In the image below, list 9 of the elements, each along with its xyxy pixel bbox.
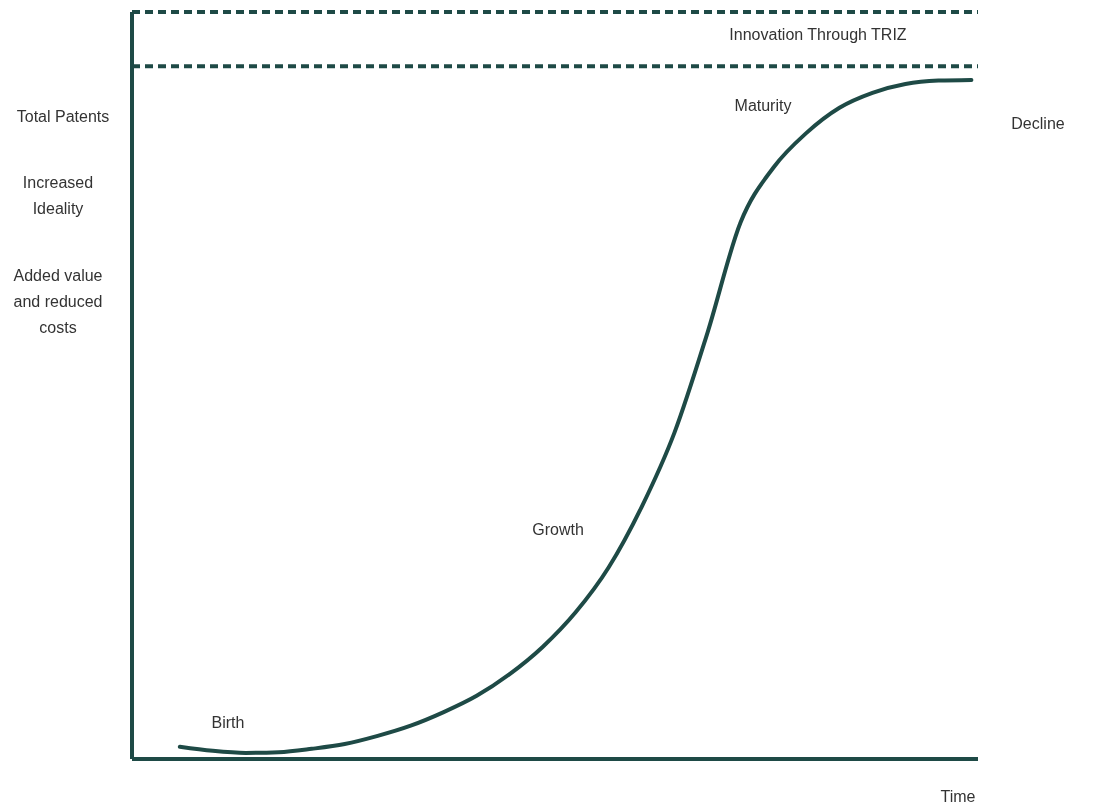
y-axis-title: Total Patents (15, 107, 111, 127)
text: Innovation Through TRIZ (728, 25, 908, 45)
annotation: Maturity (733, 96, 793, 116)
text: Increased Ideality (21, 173, 95, 219)
annotation: Growth (531, 520, 585, 540)
text: Added value and reduced costs (12, 266, 104, 338)
x-axis-title: Time (939, 787, 977, 807)
annotation: Birth (210, 713, 246, 733)
text: Decline (1010, 114, 1066, 134)
